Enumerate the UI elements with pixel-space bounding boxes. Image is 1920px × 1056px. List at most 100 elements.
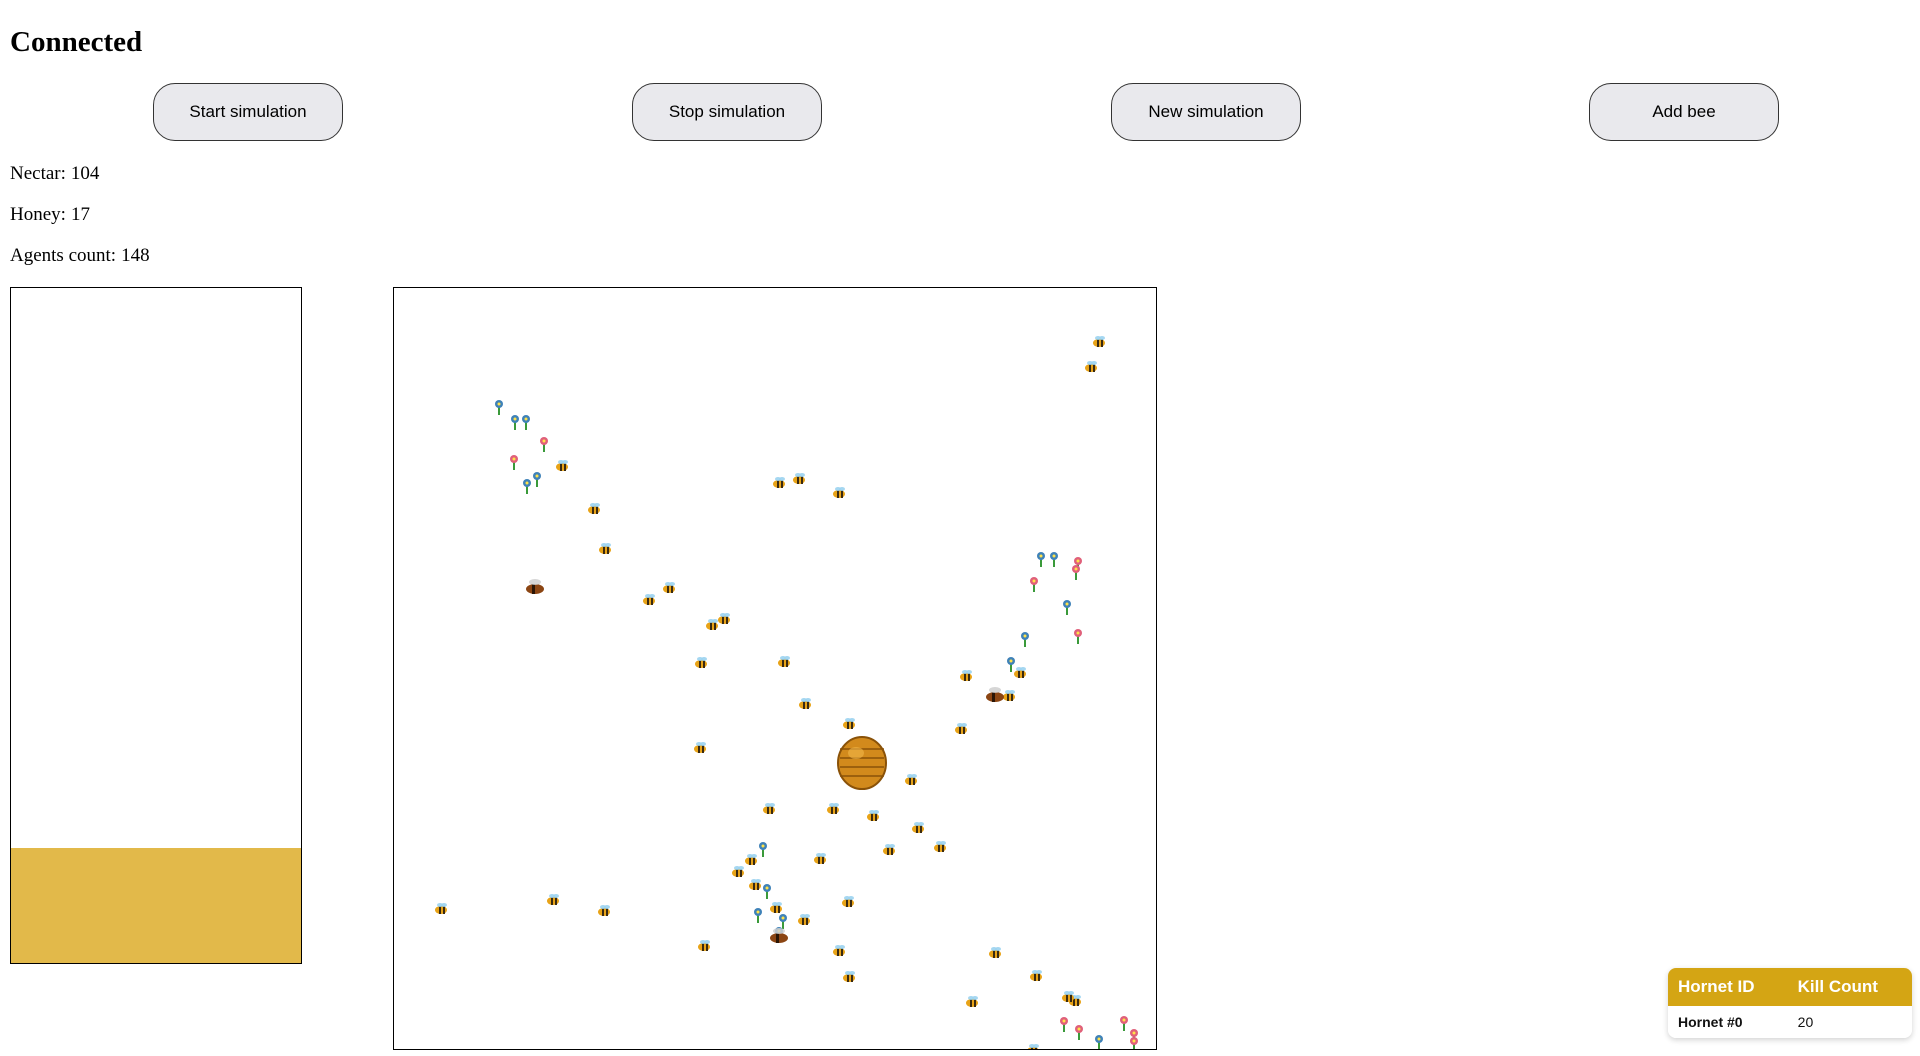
bee-icon — [694, 742, 706, 753]
add-bee-button[interactable]: Add bee — [1589, 83, 1779, 141]
agents-value: 148 — [121, 245, 150, 266]
bee-icon — [763, 803, 775, 814]
agents-stat: Agents count: 148 — [10, 244, 150, 268]
bee-icon — [778, 656, 790, 667]
kill-count-cell: 20 — [1787, 1006, 1912, 1038]
bee-icon — [843, 971, 855, 982]
bee-icon — [912, 822, 924, 833]
bee-icon — [799, 698, 811, 709]
bee-icon — [833, 945, 845, 956]
new-simulation-button[interactable]: New simulation — [1111, 83, 1301, 141]
bee-icon — [718, 613, 730, 624]
bee-icon — [934, 841, 946, 852]
honey-stat: Honey: 17 — [10, 203, 90, 227]
hornet-id-cell: Hornet #0 — [1668, 1006, 1788, 1038]
flower-icon — [1074, 629, 1082, 644]
bee-icon — [598, 905, 610, 916]
flower-icon — [1060, 1017, 1068, 1032]
bee-icon — [770, 902, 782, 913]
bee-icon — [643, 594, 655, 605]
flower-icon — [522, 415, 530, 430]
flower-icon — [1075, 1025, 1083, 1040]
bee-icon — [1030, 970, 1042, 981]
bee-icon — [798, 914, 810, 925]
honey-level-fill — [11, 848, 301, 963]
hornet-icon — [986, 687, 1004, 702]
flower-icon — [523, 479, 531, 494]
bee-icon — [905, 774, 917, 785]
flower-icon — [1072, 565, 1080, 580]
nectar-label: Nectar: — [10, 163, 66, 184]
bee-icon — [793, 473, 805, 484]
flower-icon — [510, 455, 518, 470]
flower-icon — [1007, 657, 1015, 672]
honey-label: Honey: — [10, 204, 66, 225]
bee-icon — [1062, 991, 1074, 1002]
bee-icon — [732, 866, 744, 877]
flower-icon — [540, 437, 548, 452]
bee-icon — [749, 879, 761, 890]
bee-icon — [960, 670, 972, 681]
beehive-icon — [837, 736, 887, 790]
flower-icon — [754, 908, 762, 923]
table-row: Hornet #0 20 — [1668, 1006, 1912, 1038]
start-simulation-button[interactable]: Start simulation — [153, 83, 343, 141]
bee-icon — [1027, 1044, 1039, 1049]
nectar-stat: Nectar: 104 — [10, 162, 99, 186]
bee-icon — [833, 487, 845, 498]
bee-icon — [1085, 361, 1097, 372]
bee-icon — [599, 543, 611, 554]
honey-level-meter — [10, 287, 302, 964]
bee-icon — [547, 894, 559, 905]
bee-icon — [955, 723, 967, 734]
bee-icon — [989, 947, 1001, 958]
simulation-field[interactable] — [393, 287, 1157, 1050]
bee-icon — [773, 477, 785, 488]
hornet-icon — [526, 579, 544, 594]
bee-icon — [435, 903, 447, 914]
flower-icon — [763, 884, 771, 899]
flower-icon — [779, 914, 787, 929]
flower-icon — [1021, 632, 1029, 647]
column-header-hornet-id: Hornet ID — [1668, 968, 1788, 1006]
table-header-row: Hornet ID Kill Count — [1668, 968, 1912, 1006]
bee-icon — [843, 718, 855, 729]
flower-icon — [1095, 1035, 1103, 1049]
flower-icon — [759, 842, 767, 857]
connection-status: Connected — [10, 26, 143, 58]
agents-label: Agents count: — [10, 245, 117, 266]
bee-icon — [883, 844, 895, 855]
flower-icon — [1030, 577, 1038, 592]
stop-simulation-button[interactable]: Stop simulation — [632, 83, 822, 141]
nectar-value: 104 — [70, 163, 100, 184]
flower-icon — [1037, 552, 1045, 567]
bee-icon — [1093, 336, 1105, 347]
flower-icon — [1130, 1037, 1138, 1049]
bee-icon — [842, 896, 854, 907]
bee-icon — [698, 940, 710, 951]
column-header-kill-count: Kill Count — [1787, 968, 1912, 1006]
bee-icon — [966, 996, 978, 1007]
flower-icon — [1120, 1016, 1128, 1031]
bee-icon — [695, 657, 707, 668]
honey-value: 17 — [70, 204, 90, 225]
bee-icon — [1003, 690, 1015, 701]
flower-icon — [533, 472, 541, 487]
bee-icon — [663, 582, 675, 593]
flower-icon — [511, 415, 519, 430]
bee-icon — [745, 854, 757, 865]
bee-icon — [556, 460, 568, 471]
flower-icon — [1063, 600, 1071, 615]
bee-icon — [827, 803, 839, 814]
flower-icon — [1050, 552, 1058, 567]
bee-icon — [706, 619, 718, 630]
bee-icon — [1014, 667, 1026, 678]
bee-icon — [814, 853, 826, 864]
flower-icon — [495, 400, 503, 415]
bee-icon — [588, 503, 600, 514]
hornet-kill-table: Hornet ID Kill Count Hornet #0 20 — [1668, 968, 1912, 1038]
simulation-canvas[interactable] — [394, 288, 1156, 1049]
hornet-icon — [770, 928, 788, 943]
bee-icon — [867, 810, 879, 821]
